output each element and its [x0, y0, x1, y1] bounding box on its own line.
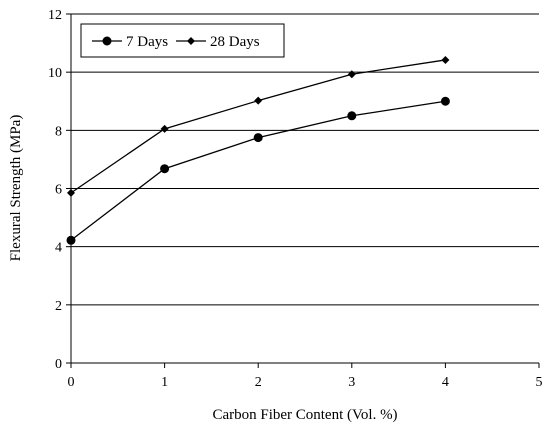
- x-tick-label: 4: [442, 375, 449, 390]
- y-tick-label: 6: [55, 183, 62, 198]
- data-point: [160, 124, 169, 133]
- series-1: [66, 96, 450, 245]
- legend-label: 7 Days: [126, 34, 168, 50]
- series-group: [66, 55, 450, 245]
- data-point: [253, 133, 263, 143]
- y-tick-label: 0: [55, 357, 62, 372]
- y-tick-labels: 0 2 4 6 8 10 12: [48, 8, 62, 372]
- y-tick-label: 10: [48, 66, 62, 81]
- series-line: [70, 59, 446, 194]
- legend-marker: [187, 37, 195, 45]
- x-tick-label: 5: [536, 375, 543, 390]
- data-point: [67, 188, 75, 197]
- y-tick-label: 8: [55, 124, 62, 139]
- grid-lines: [71, 13, 539, 306]
- data-point: [347, 111, 357, 121]
- y-tick-label: 2: [55, 299, 62, 314]
- y-axis-label: Flexural Strength (MPa): [8, 115, 24, 262]
- x-tick-label: 2: [255, 375, 262, 390]
- series-2: [67, 55, 450, 197]
- data-point: [441, 55, 450, 64]
- data-point: [254, 96, 263, 105]
- data-point: [160, 164, 170, 174]
- series-line: [70, 100, 446, 241]
- x-tick-label: 0: [68, 375, 75, 390]
- legend-marker: [102, 36, 112, 46]
- data-point: [347, 70, 356, 79]
- x-tick-labels: 0 1 2 3 4 5: [68, 375, 543, 390]
- y-tick-label: 12: [48, 8, 62, 23]
- legend-label: 28 Days: [210, 34, 260, 50]
- y-tick-label: 4: [55, 241, 62, 256]
- data-point: [66, 235, 76, 245]
- x-tick-label: 3: [348, 375, 355, 390]
- data-point: [440, 96, 450, 106]
- axes: [66, 13, 540, 368]
- x-axis-label: Carbon Fiber Content (Vol. %): [212, 407, 397, 423]
- x-tick-label: 1: [161, 375, 168, 390]
- legend: 7 Days 28 Days: [80, 23, 285, 58]
